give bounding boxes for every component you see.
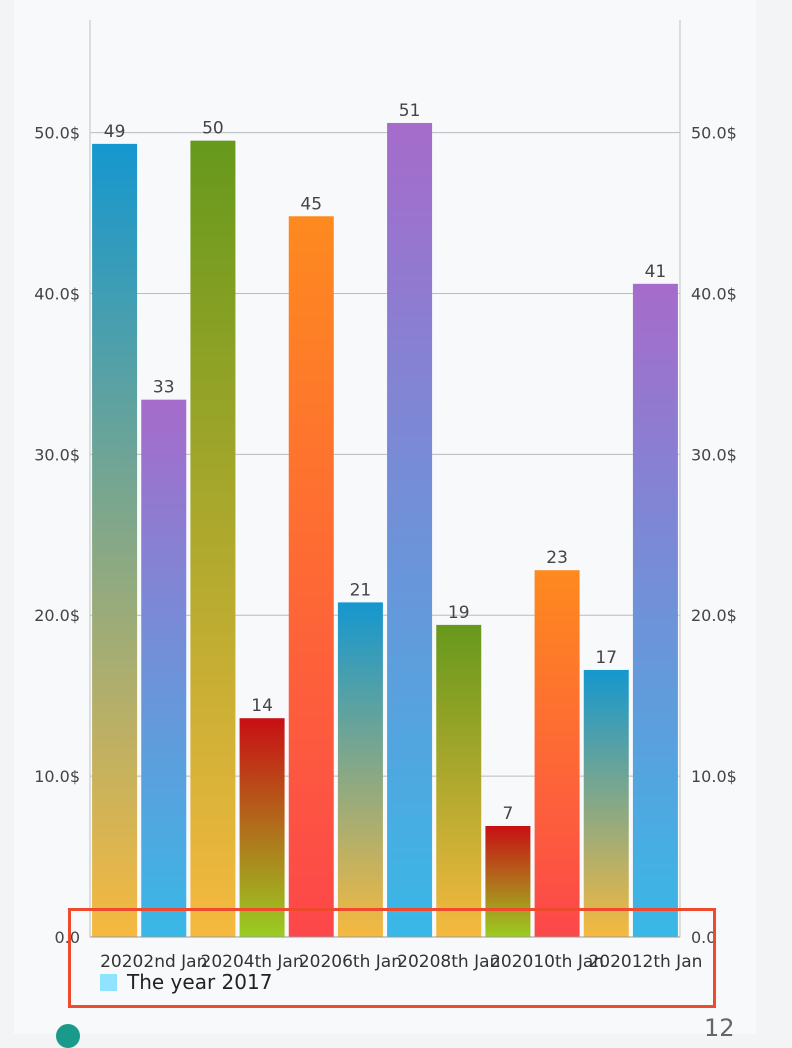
y-tick-left: 30.0$ — [34, 445, 80, 464]
y-tick-right: 20.0$ — [691, 606, 737, 625]
bar — [583, 669, 629, 937]
data-label: 14 — [251, 696, 273, 716]
bar — [337, 602, 383, 937]
data-label: 23 — [546, 548, 568, 568]
bar — [141, 399, 187, 937]
x-tick-label: 20206th Jan — [299, 952, 402, 972]
data-label: 21 — [350, 580, 372, 600]
x-tick-label: 20208th Jan — [397, 952, 500, 972]
bar — [534, 570, 580, 937]
legend: The year 2017 — [100, 970, 272, 994]
legend-swatch — [100, 973, 117, 991]
bar — [387, 122, 433, 937]
y-tick-left: 50.0$ — [34, 124, 80, 143]
data-label: 50 — [202, 119, 224, 139]
y-tick-left: 10.0$ — [34, 767, 80, 786]
y-tick-left: 40.0$ — [34, 284, 80, 303]
chart-panel — [14, 0, 756, 1034]
page-number: 12 — [704, 1014, 735, 1042]
data-label: 51 — [399, 101, 421, 121]
data-label: 7 — [503, 804, 514, 824]
data-label: 19 — [448, 603, 470, 623]
bar — [190, 140, 236, 937]
legend-label: The year 2017 — [127, 970, 273, 994]
bar — [436, 624, 482, 937]
bar — [485, 825, 531, 937]
x-tick-label: 202010th Jan — [490, 952, 604, 972]
bar — [288, 216, 334, 938]
x-tick-label: 20204th Jan — [201, 952, 304, 972]
highlight-box — [68, 908, 716, 1008]
bar — [92, 143, 138, 938]
data-label: 33 — [153, 378, 175, 398]
data-label: 49 — [104, 122, 126, 142]
data-label: 17 — [595, 648, 617, 668]
y-tick-right: 10.0$ — [691, 767, 737, 786]
data-label: 41 — [645, 262, 667, 282]
y-tick-right: 30.0$ — [691, 445, 737, 464]
y-tick-right: 50.0$ — [691, 124, 737, 143]
bar — [239, 718, 285, 937]
y-tick-right: 0.0 — [691, 928, 716, 947]
data-label: 45 — [300, 194, 322, 214]
x-tick-label: 202012th Jan — [588, 952, 702, 972]
y-tick-left: 20.0$ — [34, 606, 80, 625]
y-tick-left: 0.0 — [55, 928, 80, 947]
fab-button[interactable] — [56, 1024, 80, 1048]
y-tick-right: 40.0$ — [691, 284, 737, 303]
bar — [632, 283, 678, 937]
x-tick-label: 20202nd Jan — [100, 952, 207, 972]
